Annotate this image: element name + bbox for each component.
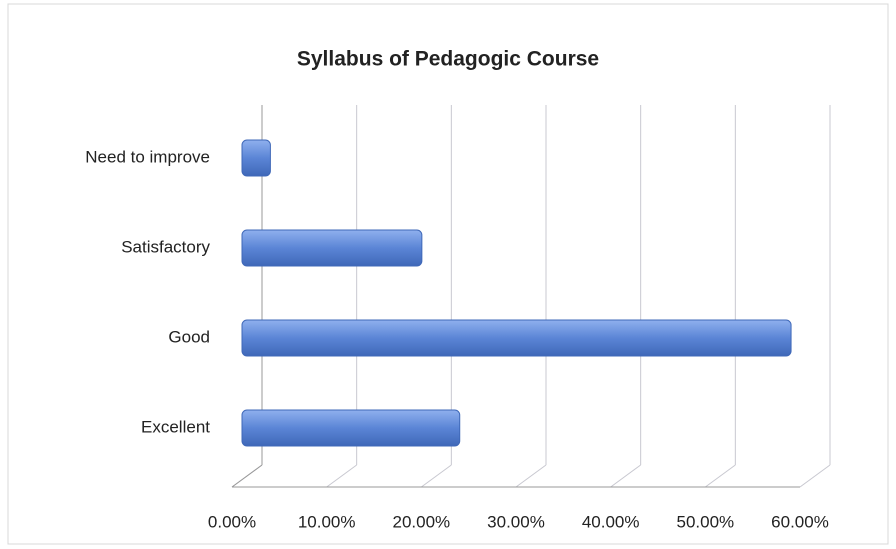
y-tick-label: Satisfactory xyxy=(121,237,210,256)
bar xyxy=(241,319,792,357)
y-tick-label: Good xyxy=(168,327,210,346)
grid-line xyxy=(705,464,736,488)
grid-line xyxy=(421,464,452,488)
chart-frame xyxy=(7,3,889,545)
bar xyxy=(241,409,461,447)
bar xyxy=(241,139,271,177)
x-tick-label: 10.00% xyxy=(298,512,356,531)
axis-line xyxy=(231,464,263,488)
x-tick-label: 20.00% xyxy=(392,512,450,531)
chart-title: Syllabus of Pedagogic Course xyxy=(297,48,599,71)
x-tick-label: 0.00% xyxy=(208,512,256,531)
x-tick-label: 40.00% xyxy=(582,512,640,531)
grid-line xyxy=(610,464,641,488)
x-tick-label: 60.00% xyxy=(771,512,829,531)
grid-line xyxy=(326,464,357,488)
x-tick-label: 30.00% xyxy=(487,512,545,531)
y-tick-label: Excellent xyxy=(141,417,210,436)
x-tick-label: 50.00% xyxy=(676,512,734,531)
y-tick-label: Need to improve xyxy=(85,147,210,166)
bar xyxy=(241,229,423,267)
grid-line xyxy=(515,464,547,488)
grid-line xyxy=(799,464,831,488)
